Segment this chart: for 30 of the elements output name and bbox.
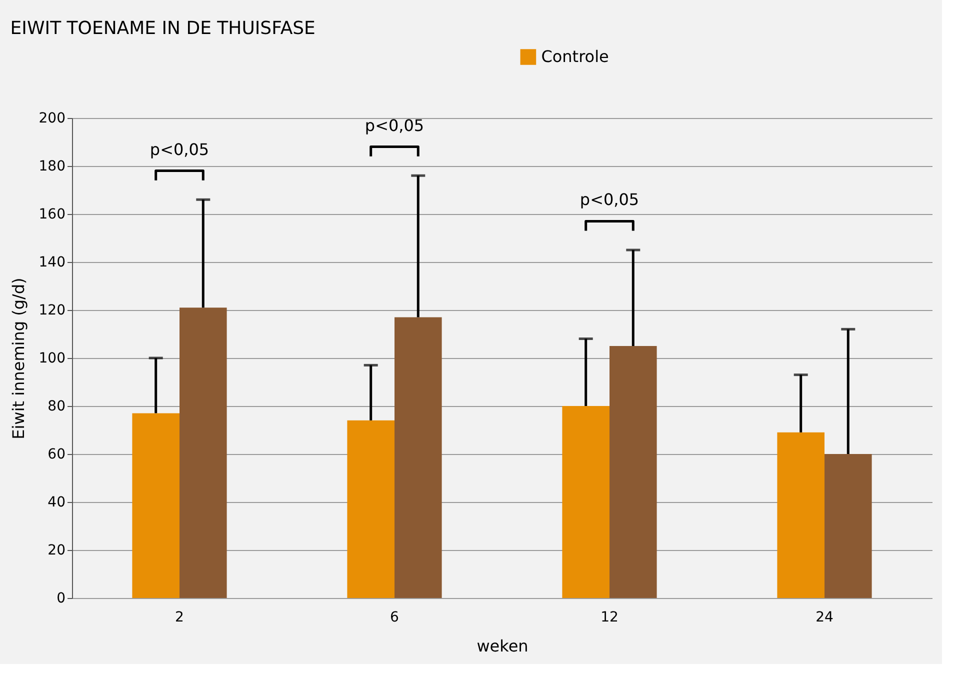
annotation: p<0,05 xyxy=(580,190,640,210)
bar xyxy=(347,420,394,598)
x-tick-label: 24 xyxy=(816,610,834,626)
bar xyxy=(610,346,657,598)
bar xyxy=(394,317,442,598)
bar xyxy=(180,308,227,598)
x-tick-label: 12 xyxy=(600,610,618,626)
bar xyxy=(824,454,872,598)
bar xyxy=(562,406,610,598)
y-tick-label: 60 xyxy=(48,446,66,462)
bar xyxy=(132,413,180,598)
legend-label: Controle xyxy=(541,47,609,66)
annotation: p<0,05 xyxy=(150,140,210,159)
y-tick-label: 20 xyxy=(48,542,66,558)
y-tick-label: 200 xyxy=(38,110,66,126)
y-tick-label: 180 xyxy=(38,158,66,174)
y-tick-label: 100 xyxy=(38,350,66,366)
bar xyxy=(777,432,824,598)
y-tick-label: 80 xyxy=(48,398,66,414)
y-tick-label: 40 xyxy=(48,494,66,510)
y-tick-label: 120 xyxy=(38,302,66,318)
x-axis-title: weken xyxy=(476,636,528,656)
y-tick-label: 0 xyxy=(56,590,66,606)
y-axis-title: Eiwit inneming (g/d) xyxy=(8,278,28,440)
y-tick-label: 140 xyxy=(38,254,66,270)
x-tick-label: 6 xyxy=(390,610,400,626)
chart-title: EIWIT TOENAME IN DE THUISFASE xyxy=(10,18,316,39)
x-tick-label: 2 xyxy=(175,610,184,626)
annotation: p<0,05 xyxy=(364,116,424,135)
y-tick-label: 160 xyxy=(38,206,66,222)
